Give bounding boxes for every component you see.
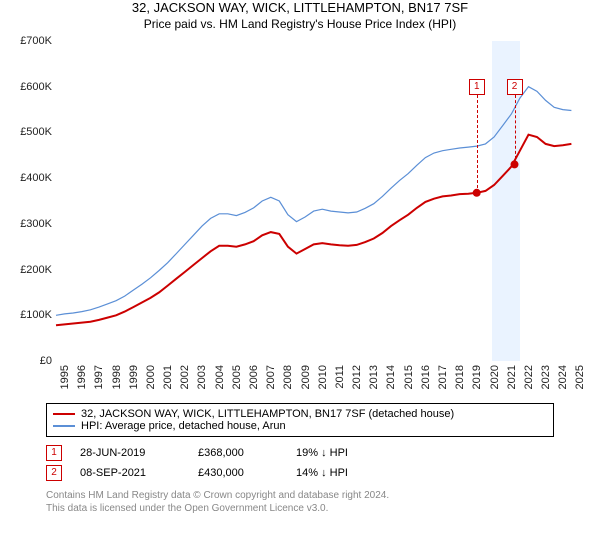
x-axis-label: 2012 bbox=[351, 365, 363, 389]
x-axis-label: 2022 bbox=[523, 365, 535, 389]
x-axis-label: 1996 bbox=[76, 365, 88, 389]
x-axis-label: 1999 bbox=[128, 365, 140, 389]
legend: 32, JACKSON WAY, WICK, LITTLEHAMPTON, BN… bbox=[46, 403, 554, 437]
sale-date: 08-SEP-2021 bbox=[80, 467, 180, 479]
sale-marker-line bbox=[515, 95, 516, 164]
sale-badge: 2 bbox=[46, 465, 62, 481]
series-property bbox=[56, 135, 571, 326]
x-axis-label: 2015 bbox=[403, 365, 415, 389]
x-axis-label: 2013 bbox=[368, 365, 380, 389]
x-axis-label: 2023 bbox=[540, 365, 552, 389]
x-axis-label: 2021 bbox=[506, 365, 518, 389]
chart-area: £0 £100K £200K £300K £400K £500K £600K £700K 199… bbox=[10, 37, 590, 397]
x-axis-label: 2019 bbox=[471, 365, 483, 389]
sale-price: £430,000 bbox=[198, 467, 278, 479]
x-axis-label: 2003 bbox=[196, 365, 208, 389]
footer-line2: This data is licensed under the Open Gov… bbox=[46, 502, 554, 515]
sale-marker-badge: 2 bbox=[507, 79, 523, 95]
sale-row: 1 28-JUN-2019 £368,000 19% ↓ HPI bbox=[46, 443, 554, 463]
x-axis-label: 2020 bbox=[489, 365, 501, 389]
sale-price: £368,000 bbox=[198, 447, 278, 459]
sale-badge: 1 bbox=[46, 445, 62, 461]
y-axis-label: £700K bbox=[20, 35, 52, 47]
x-axis-label: 2018 bbox=[454, 365, 466, 389]
x-axis-label: 2010 bbox=[317, 365, 329, 389]
x-axis-label: 2009 bbox=[300, 365, 312, 389]
sale-marker-badge: 1 bbox=[469, 79, 485, 95]
x-axis-label: 2002 bbox=[179, 365, 191, 389]
x-axis-label: 1998 bbox=[111, 365, 123, 389]
x-axis-label: 2025 bbox=[574, 365, 586, 389]
legend-swatch bbox=[53, 413, 75, 415]
legend-row: 32, JACKSON WAY, WICK, LITTLEHAMPTON, BN… bbox=[53, 408, 547, 420]
x-axis-label: 2017 bbox=[437, 365, 449, 389]
y-axis-label: £200K bbox=[20, 264, 52, 276]
x-axis-label: 2008 bbox=[282, 365, 294, 389]
footer-attribution: Contains HM Land Registry data © Crown c… bbox=[46, 489, 554, 515]
x-axis-label: 2024 bbox=[557, 365, 569, 389]
sale-date: 28-JUN-2019 bbox=[80, 447, 180, 459]
footer-line1: Contains HM Land Registry data © Crown c… bbox=[46, 489, 554, 502]
legend-label: 32, JACKSON WAY, WICK, LITTLEHAMPTON, BN… bbox=[81, 408, 454, 420]
x-axis-label: 2006 bbox=[248, 365, 260, 389]
legend-row: HPI: Average price, detached house, Arun bbox=[53, 420, 547, 432]
x-axis-label: 1995 bbox=[59, 365, 71, 389]
chart-title: 32, JACKSON WAY, WICK, LITTLEHAMPTON, BN… bbox=[0, 0, 600, 15]
sales-table: 1 28-JUN-2019 £368,000 19% ↓ HPI 2 08-SEP-202… bbox=[46, 443, 554, 483]
x-axis-label: 2001 bbox=[162, 365, 174, 389]
sale-vs-hpi: 19% ↓ HPI bbox=[296, 447, 356, 459]
x-axis-label: 2004 bbox=[214, 365, 226, 389]
y-axis-label: £0 bbox=[40, 355, 52, 367]
sale-vs-hpi: 14% ↓ HPI bbox=[296, 467, 356, 479]
sale-marker-line bbox=[477, 95, 478, 193]
chart-subtitle: Price paid vs. HM Land Registry's House … bbox=[0, 17, 600, 31]
series-hpi bbox=[56, 87, 571, 316]
x-axis-label: 2016 bbox=[420, 365, 432, 389]
x-axis-label: 2011 bbox=[334, 365, 346, 389]
x-axis-label: 1997 bbox=[93, 365, 105, 389]
x-axis-label: 2000 bbox=[145, 365, 157, 389]
y-axis-label: £300K bbox=[20, 218, 52, 230]
legend-label: HPI: Average price, detached house, Arun bbox=[81, 420, 286, 432]
sale-row: 2 08-SEP-2021 £430,000 14% ↓ HPI bbox=[46, 463, 554, 483]
y-axis-label: £400K bbox=[20, 172, 52, 184]
x-axis-label: 2007 bbox=[265, 365, 277, 389]
y-axis-label: £500K bbox=[20, 126, 52, 138]
y-axis-label: £100K bbox=[20, 309, 52, 321]
legend-swatch bbox=[53, 425, 75, 427]
plot-svg bbox=[56, 41, 580, 361]
plot-area: £0£100K£200K£300K£400K£500K£600K£700K199… bbox=[56, 41, 580, 361]
x-axis-label: 2014 bbox=[385, 365, 397, 389]
x-axis-label: 2005 bbox=[231, 365, 243, 389]
y-axis-label: £600K bbox=[20, 81, 52, 93]
